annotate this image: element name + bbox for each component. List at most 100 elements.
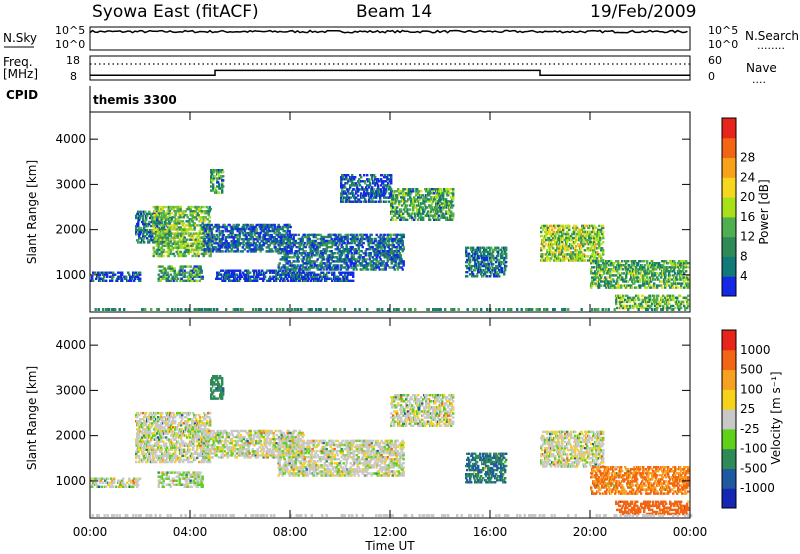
echo-cell [274, 246, 277, 249]
echo-cell [157, 230, 160, 233]
echo-cell [298, 245, 301, 249]
echo-cell [328, 271, 331, 274]
echo-cell [479, 267, 482, 270]
echo-cell [412, 188, 415, 191]
echo-cell [279, 269, 282, 272]
echo-cell [374, 239, 377, 243]
echo-cell [168, 222, 171, 225]
echo-cell [434, 214, 437, 217]
echo-cell [121, 277, 124, 280]
echo-cell [571, 232, 574, 236]
echo-cell [589, 257, 592, 260]
echo-cell [175, 275, 178, 278]
echo-cell [175, 240, 178, 243]
echo-cell [448, 188, 451, 191]
echo-cell [350, 248, 353, 251]
echo-cell [247, 269, 250, 272]
echo-cell [402, 235, 405, 239]
echo-cell [245, 273, 248, 276]
echo-cell [182, 216, 185, 219]
echo-cell [187, 252, 190, 256]
echo-cell [261, 238, 264, 241]
echo-cell [307, 235, 310, 239]
echo-cell [151, 239, 154, 242]
echo-cell [479, 248, 482, 252]
echo-cell [432, 196, 435, 199]
echo-cell [329, 235, 332, 239]
echo-cell [277, 250, 280, 253]
echo-cell [367, 254, 370, 257]
echo-cell [205, 205, 208, 209]
echo-cell [558, 247, 561, 250]
echo-cell [498, 258, 501, 262]
echo-cell [357, 241, 360, 245]
echo-cell [474, 258, 477, 262]
echo-cell [173, 271, 176, 274]
echo-cell [322, 241, 325, 245]
echo-cell [379, 198, 382, 201]
echo-cell [183, 244, 186, 247]
echo-cell [398, 194, 401, 197]
echo-cell [327, 258, 330, 261]
echo-cell [231, 269, 234, 272]
echo-cell [434, 208, 437, 211]
echo-cell [360, 200, 363, 203]
echo-cell [468, 267, 471, 270]
echo-cell [352, 184, 355, 187]
echo-cell [578, 234, 581, 238]
echo-cell [417, 214, 420, 217]
echo-cell [189, 210, 192, 213]
echo-cell [263, 273, 266, 276]
echo-cell [590, 282, 593, 285]
echo-cell [236, 250, 239, 253]
echo-cell [594, 232, 597, 236]
echo-cell [387, 243, 390, 247]
echo-cell [334, 264, 337, 267]
echo-cell [209, 233, 212, 237]
echo-cell [392, 250, 395, 253]
echo-cell [245, 236, 248, 239]
echo-cell [318, 241, 321, 245]
echo-cell [249, 271, 252, 274]
echo-cell [152, 246, 155, 249]
echo-cell [352, 275, 355, 278]
echo-cell [340, 180, 343, 183]
echo-cell [505, 264, 508, 268]
echo-cell [278, 273, 281, 276]
echo-cell [469, 254, 472, 258]
echo-cell [289, 271, 292, 274]
echo-cell [578, 243, 581, 246]
echo-cell [305, 258, 308, 261]
echo-cell [167, 248, 170, 252]
echo-cell [204, 227, 207, 231]
echo-cell [488, 262, 491, 266]
echo-cell [575, 251, 578, 254]
echo-cell [394, 190, 397, 193]
echo-cell [193, 252, 196, 256]
echo-cell [438, 192, 441, 195]
echo-cell [343, 184, 346, 187]
echo-cell [597, 284, 600, 287]
echo-cell [206, 252, 209, 256]
echo-cell [500, 262, 503, 266]
echo-cell [349, 262, 352, 265]
echo-cell [416, 204, 419, 207]
echo-cell [189, 265, 192, 268]
echo-cell [204, 229, 207, 233]
echo-cell [383, 239, 386, 243]
echo-cell [409, 204, 412, 207]
echo-cell [548, 228, 551, 232]
echo-cell [410, 190, 413, 193]
echo-cell [346, 237, 349, 241]
echo-cell [232, 244, 235, 247]
echo-cell [171, 267, 174, 270]
echo-cell [160, 242, 163, 245]
echo-cell [181, 265, 184, 268]
echo-cell [263, 231, 266, 235]
echo-cell [349, 250, 352, 253]
echo-cell [383, 248, 386, 251]
echo-cell [573, 224, 576, 228]
echo-cell [156, 224, 159, 228]
echo-cell [393, 200, 396, 203]
echo-cell [234, 275, 237, 278]
